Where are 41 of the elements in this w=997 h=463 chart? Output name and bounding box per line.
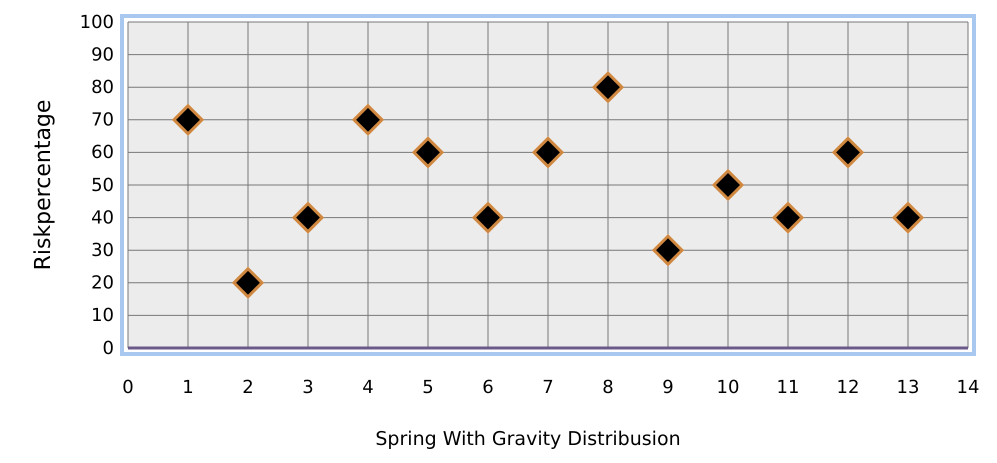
x-tick-label: 8 bbox=[602, 376, 614, 398]
y-tick-label: 50 bbox=[91, 174, 114, 196]
x-tick-label: 0 bbox=[122, 376, 134, 398]
x-tick-label: 9 bbox=[662, 376, 674, 398]
x-tick-label: 13 bbox=[896, 376, 920, 398]
point bbox=[652, 234, 684, 266]
x-tick-label: 14 bbox=[956, 376, 980, 398]
point bbox=[772, 202, 804, 234]
y-tick-label: 80 bbox=[91, 76, 114, 98]
x-tick-label: 6 bbox=[482, 376, 494, 398]
x-axis-title: Spring With Gravity Distribusion bbox=[375, 428, 681, 450]
point bbox=[352, 104, 384, 136]
y-tick-label: 10 bbox=[91, 305, 114, 326]
y-tick-label: 90 bbox=[91, 44, 114, 66]
point bbox=[472, 202, 504, 234]
x-tick-label: 10 bbox=[716, 376, 740, 398]
y-tick-label: 40 bbox=[91, 207, 114, 228]
point bbox=[832, 136, 864, 168]
y-tick-label: 0 bbox=[102, 338, 114, 359]
point bbox=[232, 267, 264, 298]
x-tick-label: 12 bbox=[836, 376, 860, 398]
x-tick-label: 3 bbox=[302, 376, 314, 398]
x-tick-label: 1 bbox=[182, 376, 194, 398]
y-tick-label: 70 bbox=[91, 110, 114, 131]
y-tick-label: 20 bbox=[91, 272, 114, 294]
point bbox=[172, 104, 204, 136]
point bbox=[712, 169, 744, 201]
point bbox=[892, 202, 924, 234]
y-axis-title: Riskpercentage bbox=[31, 100, 56, 270]
x-tick-label: 4 bbox=[362, 376, 374, 398]
x-tick-label: 7 bbox=[542, 376, 554, 398]
y-tick-label: 60 bbox=[91, 142, 114, 164]
y-tick-label: 100 bbox=[80, 12, 114, 33]
x-tick-label: 2 bbox=[242, 376, 254, 398]
y-tick-label: 30 bbox=[91, 240, 114, 261]
point bbox=[592, 72, 624, 103]
x-tick-label: 5 bbox=[422, 376, 434, 398]
point bbox=[412, 136, 444, 168]
x-tick-label: 11 bbox=[776, 376, 800, 398]
point bbox=[292, 202, 324, 234]
point bbox=[532, 136, 564, 168]
